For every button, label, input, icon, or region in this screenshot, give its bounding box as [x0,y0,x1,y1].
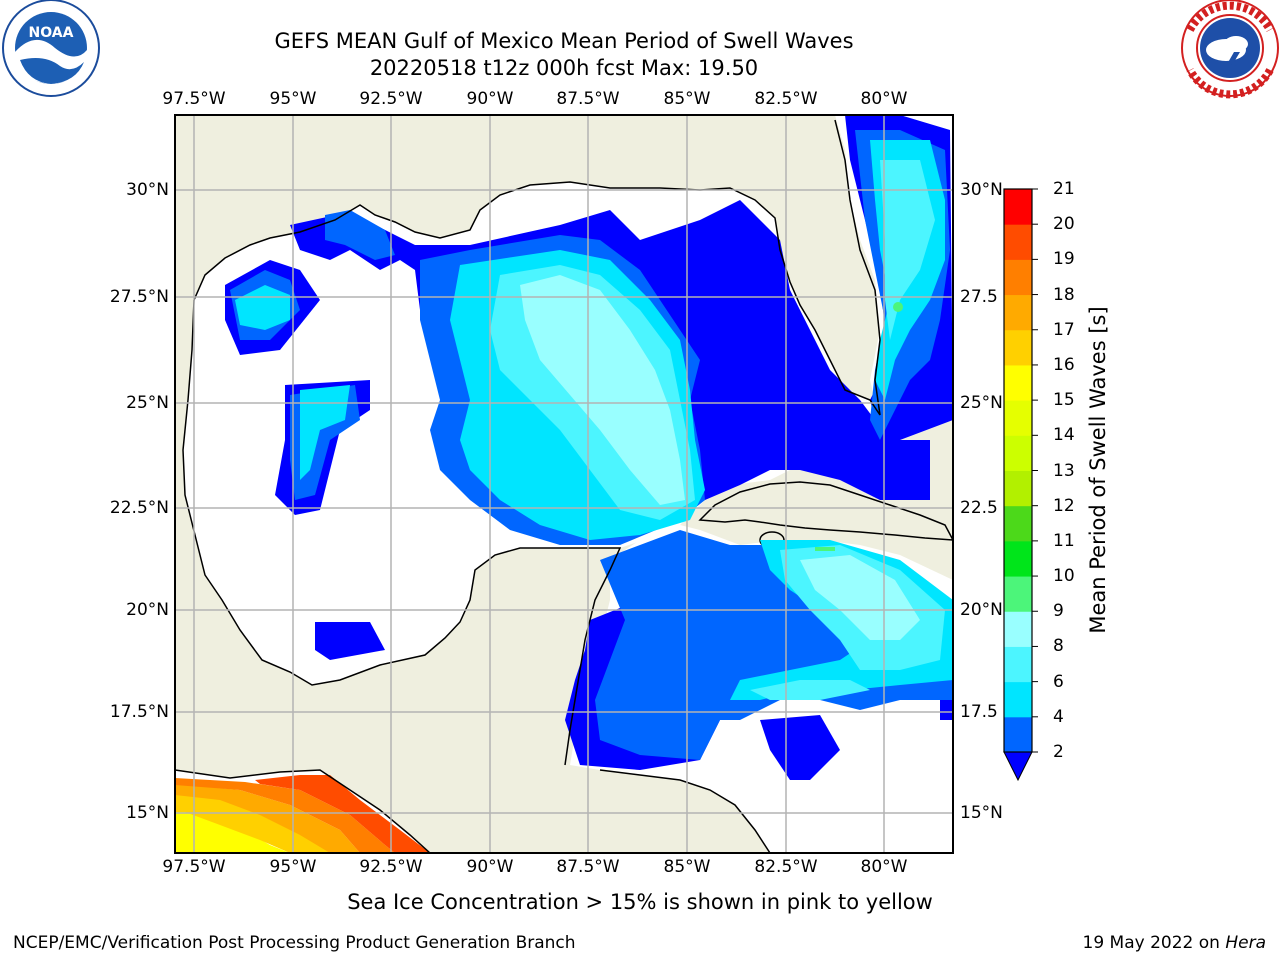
colorbar-label: Mean Period of Swell Waves [s] [1086,306,1110,634]
colorbar-swatch [1004,611,1032,647]
colorbar-swatch [1004,435,1032,471]
colorbar-tick-label: 18 [1053,284,1075,305]
lat-label-left: 22.5°N [109,498,169,518]
lon-label-bottom: 97.5°W [162,857,226,877]
colorbar-swatch [1004,646,1032,683]
colorbar-tick-label: 19 [1053,249,1075,270]
lon-label-top: 90°W [466,89,514,109]
colorbar-tick-label: 2 [1053,742,1064,762]
lon-label-top: 85°W [663,89,711,109]
footer-host: Hera [1225,933,1266,953]
lat-label-left: 15°N [126,803,169,823]
footer-date-text: 19 May 2022 on [1082,933,1220,953]
colorbar-swatch [1004,259,1032,296]
lon-label-bottom: 90°W [466,857,514,877]
colorbar-swatch [1004,576,1032,612]
colorbar-tick-label: 11 [1053,530,1075,551]
lat-label-left: 25°N [126,393,169,413]
colorbar-swatch [1004,505,1032,542]
colorbar-tick-label: 9 [1053,601,1064,622]
lon-label-top: 87.5°W [556,89,620,109]
lat-label-left: 27.5°N [109,287,169,307]
lon-label-bottom: 85°W [663,857,711,877]
map-area [174,114,954,854]
lat-label-right: 20°N [960,600,1003,620]
map-frame [174,114,954,854]
colorbar-swatch [1004,470,1032,507]
lon-label-top: 82.5°W [754,89,818,109]
colorbar-tick-label: 4 [1053,706,1064,727]
lat-label-right: 25°N [960,393,1003,413]
footer-credit: NCEP/EMC/Verification Post Processing Pr… [13,933,576,953]
colorbar-swatch [1004,189,1032,225]
colorbar-tick-label: 21 [1053,179,1075,199]
nws-logo [1181,0,1279,99]
colorbar-tick-label: 12 [1053,495,1075,516]
lat-label-right: 30°N [960,180,1003,200]
sea-ice-note: Sea Ice Concentration > 15% is shown in … [347,890,933,914]
colorbar-tick-label: 8 [1053,636,1064,657]
colorbar-tick-label: 14 [1053,425,1075,446]
colorbar-tick-label: 20 [1053,214,1075,235]
colorbar-tick-label: 17 [1053,319,1075,340]
lon-label-top: 97.5°W [162,89,226,109]
lon-label-bottom: 80°W [860,857,908,877]
swell-field-9-10 [815,302,903,551]
lat-label-left: 20°N [126,600,169,620]
lon-label-bottom: 82.5°W [754,857,818,877]
colorbar-tick-label: 6 [1053,671,1064,692]
swell-field-pacific [175,775,430,853]
colorbar-tick-label: 13 [1053,460,1075,481]
colorbar-swatch [1004,224,1032,260]
swell-field-8-9 [520,275,920,640]
noaa-logo-text: NOAA [29,25,74,41]
lat-label-right: 27.5 [960,287,998,307]
graticule [175,115,953,853]
colorbar-swatch [1004,681,1032,718]
lon-label-top: 95°W [269,89,317,109]
lon-label-top: 80°W [860,89,908,109]
lon-label-bottom: 92.5°W [359,857,423,877]
map-title: GEFS MEAN Gulf of Mexico Mean Period of … [274,29,854,53]
footer-date: 19 May 2022 on Hera [1083,933,1267,953]
noaa-logo: NOAA [2,0,100,97]
colorbar-tick-label: 16 [1053,354,1075,375]
lat-label-left: 30°N [126,180,169,200]
colorbar-swatch [1004,294,1032,331]
map-subtitle: 20220518 t12z 000h fcst Max: 19.50 [369,56,759,80]
lat-label-right: 15°N [960,803,1003,823]
colorbar-swatch [1004,400,1032,436]
colorbar-swatch [1004,364,1032,401]
lon-label-bottom: 87.5°W [556,857,620,877]
lat-label-right: 17.5 [960,702,998,722]
colorbar [1003,188,1038,782]
lon-label-top: 92.5°W [359,89,423,109]
lon-label-bottom: 95°W [269,857,317,877]
colorbar-tick-label: 10 [1053,566,1075,587]
lat-label-left: 17.5°N [109,702,169,722]
colorbar-swatch [1004,329,1032,366]
colorbar-swatch [1004,716,1032,753]
cuba-island [698,481,953,541]
colorbar-swatch [1004,540,1032,577]
colorbar-tick-label: 15 [1053,390,1075,411]
colorbar-under-triangle [1003,751,1033,782]
lat-label-right: 22.5 [960,498,998,518]
